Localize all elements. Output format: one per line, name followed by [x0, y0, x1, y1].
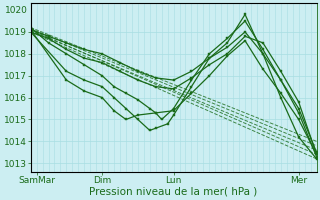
- X-axis label: Pression niveau de la mer( hPa ): Pression niveau de la mer( hPa ): [90, 187, 258, 197]
- Text: 1020: 1020: [5, 6, 28, 15]
